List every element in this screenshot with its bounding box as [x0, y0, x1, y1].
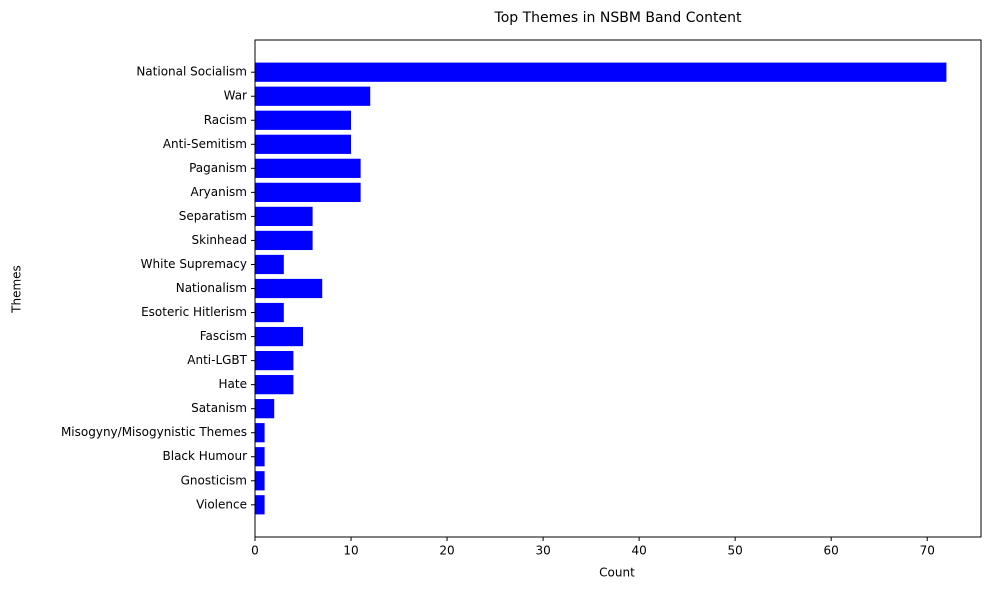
- y-axis-label: Themes: [10, 265, 24, 314]
- bar: [255, 423, 265, 443]
- y-tick-label: Nationalism: [176, 281, 247, 295]
- x-tick-label: 50: [728, 544, 743, 558]
- y-tick-label: Misogyny/Misogynistic Themes: [61, 425, 247, 439]
- y-tick-label: Gnosticism: [181, 473, 247, 487]
- bar: [255, 326, 304, 347]
- y-tick-label: Esoteric Hitlerism: [141, 305, 247, 319]
- x-tick-label: 40: [631, 544, 646, 558]
- bar: [255, 254, 284, 275]
- bar: [255, 350, 294, 371]
- y-tick-label: Paganism: [189, 161, 247, 175]
- y-tick-label: Racism: [204, 113, 247, 127]
- bar: [255, 230, 313, 251]
- x-tick-label: 30: [535, 544, 550, 558]
- bar: [255, 110, 352, 130]
- bar: [255, 302, 284, 323]
- y-tick-label: Skinhead: [192, 233, 247, 247]
- x-tick-label: 0: [251, 544, 259, 558]
- y-tick-label: Fascism: [200, 329, 247, 343]
- y-tick-label: Hate: [219, 377, 247, 391]
- y-tick-label: Anti-Semitism: [163, 137, 247, 151]
- bar: [255, 206, 313, 227]
- bar: [255, 471, 265, 491]
- y-tick-label: Aryanism: [191, 185, 247, 199]
- x-tick-label: 10: [343, 544, 358, 558]
- y-tick-label: Separatism: [179, 209, 247, 223]
- bar: [255, 278, 323, 299]
- x-axis-label: Count: [599, 566, 635, 580]
- bar: [255, 134, 352, 154]
- y-tick-label: White Supremacy: [141, 257, 247, 271]
- bar: [255, 495, 265, 515]
- chart-title: Top Themes in NSBM Band Content: [494, 10, 742, 26]
- x-tick-label: 20: [439, 544, 454, 558]
- x-tick-label: 70: [920, 544, 935, 558]
- bar: [255, 182, 361, 202]
- x-tick-label: 60: [824, 544, 839, 558]
- y-tick-label: Satanism: [191, 401, 247, 415]
- bar: [255, 86, 371, 106]
- y-tick-label: National Socialism: [136, 65, 247, 79]
- bar: [255, 375, 294, 395]
- plot-frame: [254, 39, 982, 538]
- bar: [255, 62, 947, 82]
- bar: [255, 447, 265, 467]
- y-tick-label: Black Humour: [163, 449, 248, 463]
- y-tick-label: War: [224, 89, 247, 103]
- y-tick-label: Violence: [196, 497, 247, 511]
- y-tick-label: Anti-LGBT: [187, 353, 247, 367]
- bar: [255, 399, 275, 419]
- bar: [255, 158, 361, 178]
